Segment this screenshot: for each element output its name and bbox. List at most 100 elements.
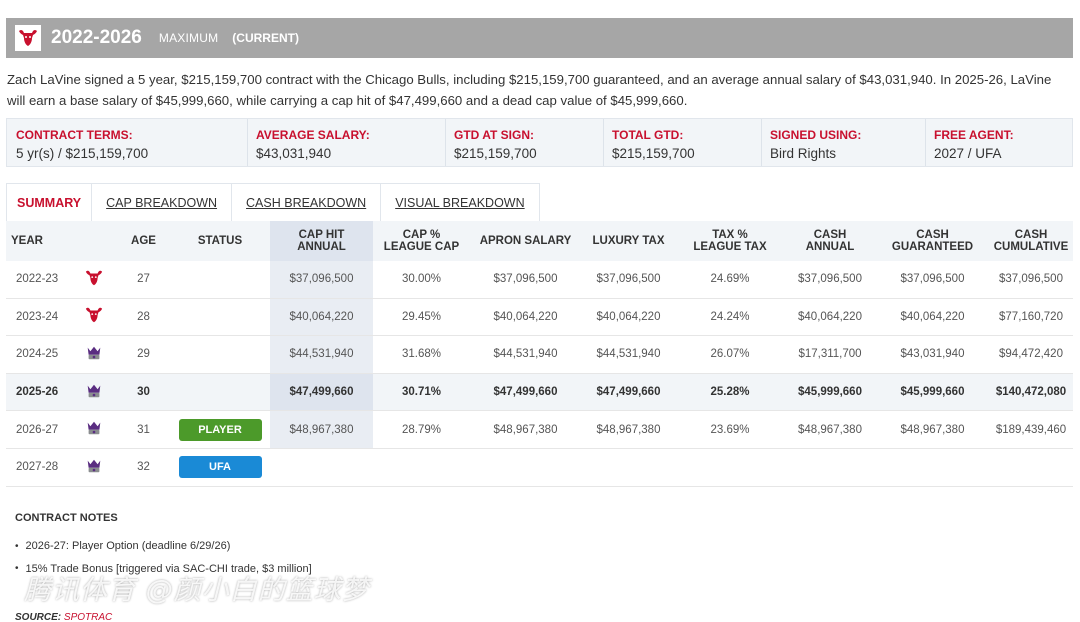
cell-cap-pct: 29.45%	[401, 310, 441, 323]
cell-cap-pct: 28.79%	[401, 423, 441, 436]
cell-age: 31	[137, 423, 150, 436]
cell-luxury-tax	[581, 449, 676, 486]
cell-cash-annual: $40,064,220	[798, 310, 862, 323]
term-label: FREE AGENT:	[934, 128, 1014, 142]
cell-luxury-tax: $48,967,380	[596, 423, 661, 436]
cell-status	[176, 374, 264, 411]
term-value: $215,159,700	[454, 146, 537, 161]
table-row: 2027-28 32 UFA	[6, 449, 1073, 487]
cell-cap-hit: $37,096,500	[270, 261, 373, 298]
cell-cap-pct: 30.71%	[401, 386, 441, 399]
cell-tax-pct: 23.69%	[710, 423, 750, 436]
table-row: 2023-24 28 $40,064,220 29.45% $40,064,220 $40…	[6, 298, 1073, 337]
cell-cap-hit: $47,499,660	[270, 373, 373, 411]
cell-cap-pct	[373, 449, 470, 486]
term-free-agent: FREE AGENT: 2027 / UFA	[925, 119, 1073, 166]
cell-team-logo	[76, 336, 111, 373]
cell-year: 2027-28	[16, 461, 59, 474]
watermark-text: 腾讯体育 @颜小白的篮球梦	[24, 575, 370, 606]
cell-cash-cumulative	[989, 449, 1073, 486]
term-value: Bird Rights	[770, 146, 837, 161]
contract-years: 2022-2026	[51, 27, 142, 48]
ufa-badge: UFA	[178, 456, 262, 479]
cell-cap-hit: $48,967,380	[270, 411, 373, 448]
table-header: YEAR AGE STATUS CAP HIT ANNUAL CAP % LEA…	[6, 221, 1073, 261]
cell-cash-cumulative: $77,160,720	[999, 310, 1063, 323]
col-cash-cum-line2: CUMULATIVE	[993, 241, 1069, 253]
col-luxury-tax: LUXURY TAX	[592, 234, 665, 247]
cell-cap-pct: 30.00%	[401, 273, 441, 286]
contract-notes-list: 2026-27: Player Option (deadline 6/29/26…	[15, 535, 312, 580]
cell-cap-hit	[270, 449, 373, 486]
table-row: 2024-25 29 $44,531,940 31.68% $44,531,940 $44…	[6, 336, 1073, 374]
term-value: $43,031,940	[256, 146, 332, 161]
cell-team-logo	[76, 411, 111, 448]
cell-cash-cumulative: $37,096,500	[999, 273, 1063, 286]
cell-cash-guaranteed: $43,031,940	[900, 348, 965, 361]
col-cap-hit: CAP HIT ANNUAL	[270, 221, 373, 261]
cell-tax-pct: 24.69%	[710, 273, 750, 286]
contract-header: 2022-2026 MAXIMUM (CURRENT)	[6, 18, 1073, 58]
cell-tax-pct	[676, 449, 784, 486]
cell-luxury-tax: $40,064,220	[596, 310, 661, 323]
cell-status	[176, 336, 264, 373]
cell-team-logo	[76, 374, 111, 411]
cell-luxury-tax: $44,531,940	[596, 348, 661, 361]
col-cash-annual: CASH ANNUAL	[784, 221, 876, 261]
table-row: 2026-27 31 PLAYER $48,967,380 28.79% $48,967,…	[6, 411, 1073, 449]
tab-summary[interactable]: SUMMARY	[6, 183, 93, 221]
cell-status	[176, 261, 264, 298]
term-gtd-at-sign: GTD AT SIGN: $215,159,700	[445, 119, 603, 166]
cell-cap-hit: $40,064,220	[270, 298, 373, 336]
term-value: 2027 / UFA	[934, 146, 1002, 161]
term-label: CONTRACT TERMS:	[16, 128, 133, 142]
kings-logo-icon	[85, 382, 103, 403]
bulls-logo-icon	[15, 25, 41, 51]
kings-logo-icon	[85, 344, 103, 365]
divider	[445, 119, 446, 166]
term-value: 5 yr(s) / $215,159,700	[16, 146, 149, 161]
cell-age: 30	[137, 386, 150, 399]
tab-cash-breakdown[interactable]: CASH BREAKDOWN	[232, 183, 382, 221]
cell-cash-annual: $45,999,660	[798, 386, 862, 399]
table-row: 2022-23 27 $37,096,500 30.00% $37,096,500 $37…	[6, 261, 1073, 299]
cell-status: PLAYER	[176, 411, 264, 448]
cell-cash-annual: $17,311,700	[798, 348, 862, 361]
col-cash-guaranteed: CASH GUARANTEED	[876, 221, 989, 261]
note-item: 2026-27: Player Option (deadline 6/29/26…	[15, 535, 312, 558]
source-link[interactable]: SPOTRAC	[63, 612, 113, 622]
cell-year: 2024-25	[16, 348, 59, 361]
source-credit: SOURCE: SPOTRAC	[15, 612, 112, 622]
cell-cash-guaranteed	[876, 449, 989, 486]
cell-status	[176, 299, 264, 336]
tab-visual-breakdown[interactable]: VISUAL BREAKDOWN	[381, 183, 540, 221]
kings-logo-icon	[85, 457, 103, 478]
cell-cash-annual: $37,096,500	[798, 273, 862, 286]
col-cash-cumulative: CASH CUMULATIVE	[989, 221, 1073, 261]
divider	[761, 119, 762, 166]
cell-year: 2026-27	[16, 423, 59, 436]
term-total-gtd: TOTAL GTD: $215,159,700	[603, 119, 761, 166]
cell-apron-salary: $44,531,940	[493, 348, 558, 361]
cell-cap-pct: 31.68%	[401, 348, 441, 361]
cell-cash-guaranteed: $40,064,220	[900, 310, 965, 323]
term-average-salary: AVERAGE SALARY: $43,031,940	[247, 119, 445, 166]
cell-tax-pct: 24.24%	[710, 310, 750, 323]
cell-age: 32	[137, 461, 150, 474]
col-cash-annual-line2: ANNUAL	[805, 241, 855, 253]
cell-age: 28	[137, 310, 150, 323]
breakdown-tabs: SUMMARY CAP BREAKDOWN CASH BREAKDOWN VIS…	[6, 183, 540, 221]
source-label: SOURCE:	[15, 612, 62, 622]
tab-cap-breakdown[interactable]: CAP BREAKDOWN	[92, 183, 233, 221]
cell-age: 29	[137, 348, 150, 361]
contract-summary: Zach LaVine signed a 5 year, $215,159,70…	[7, 72, 1052, 108]
col-cash-cum-line1: CASH	[1014, 228, 1048, 241]
table-body: 2022-23 27 $37,096,500 30.00% $37,096,500 $37…	[6, 261, 1073, 487]
cell-luxury-tax: $37,096,500	[596, 273, 661, 286]
contract-terms-box: CONTRACT TERMS: 5 yr(s) / $215,159,700 A…	[6, 118, 1073, 167]
cell-apron-salary: $40,064,220	[493, 310, 558, 323]
cell-status: UFA	[176, 449, 264, 486]
col-status: STATUS	[197, 234, 243, 247]
contract-type: MAXIMUM	[158, 31, 219, 45]
divider	[603, 119, 604, 166]
